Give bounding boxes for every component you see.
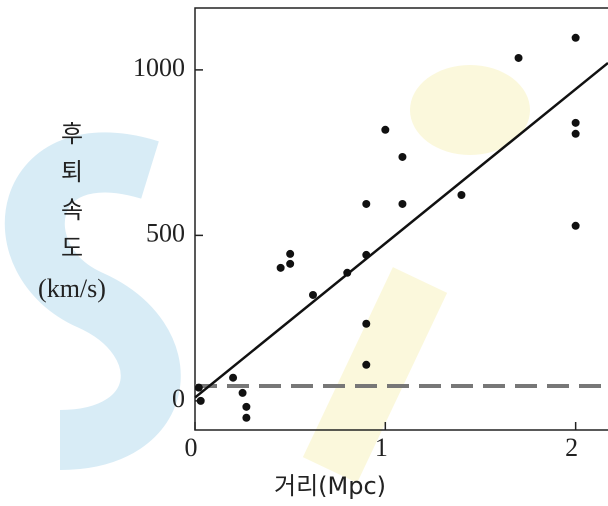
- data-point: [571, 118, 580, 127]
- data-point: [571, 129, 580, 138]
- data-point: [286, 249, 295, 258]
- data-point: [286, 259, 295, 268]
- x-tick-label: 1: [375, 433, 388, 462]
- data-point: [309, 290, 317, 299]
- x-tick-label: 2: [565, 433, 578, 462]
- watermark: [410, 65, 530, 155]
- data-point: [362, 250, 371, 259]
- axis-frame: [194, 7, 608, 431]
- watermark: [302, 267, 448, 483]
- y-axis-label-line: (km/s): [38, 274, 106, 303]
- data-point: [343, 268, 352, 277]
- y-axis-label-line: 후: [61, 120, 83, 148]
- fit-line: [194, 61, 608, 399]
- data-point: [571, 221, 580, 230]
- data-point: [362, 199, 371, 208]
- x-tick-label: 0: [185, 433, 198, 462]
- data-point: [381, 125, 390, 134]
- y-axis-label-line: 도: [61, 234, 83, 262]
- data-point: [571, 33, 580, 42]
- y-tick-label: 0: [172, 384, 185, 413]
- y-tick-label: 500: [146, 218, 185, 247]
- y-axis-label-line: 속: [61, 196, 83, 224]
- data-point: [242, 413, 251, 422]
- y-axis-label-line: 퇴: [61, 158, 83, 186]
- data-point: [362, 319, 371, 328]
- x-axis-label: 거리(Mpc): [274, 472, 386, 500]
- data-point: [457, 191, 466, 200]
- y-tick-label: 1000: [133, 53, 185, 82]
- data-point: [242, 402, 251, 411]
- data-point: [514, 53, 523, 62]
- data-point: [398, 152, 407, 161]
- data-point: [196, 396, 205, 405]
- data-point: [398, 199, 407, 208]
- data-point: [194, 383, 203, 392]
- watermark: [4, 132, 181, 470]
- data-point: [229, 373, 238, 382]
- data-point: [362, 360, 371, 369]
- data-point: [238, 388, 247, 397]
- data-point: [276, 263, 285, 272]
